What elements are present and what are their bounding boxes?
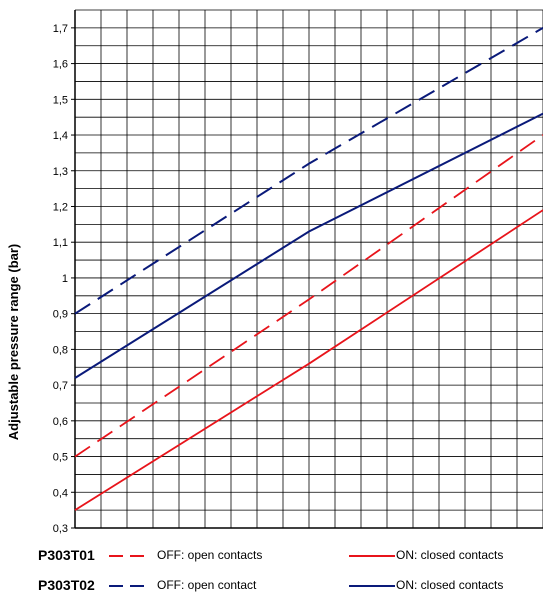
y-tick-label: 1,2: [53, 201, 68, 213]
series-line-p303t01-off: [74, 134, 543, 458]
legend-label: ON: closed contacts: [396, 548, 504, 562]
y-tick-label: 1,6: [53, 59, 68, 71]
legend-model-label: P303T02: [38, 577, 95, 593]
legend-row-p303t01: P303T01 OFF: open contacts ON: closed co…: [38, 546, 538, 566]
y-tick-label: 0,3: [53, 523, 68, 535]
y-tick-label: 1,1: [53, 237, 68, 249]
y-tick-label: 1: [62, 273, 68, 285]
y-tick-label: 0,8: [53, 344, 68, 356]
y-tick-label: 1,4: [53, 130, 68, 142]
y-tick-label: 0,7: [53, 380, 68, 392]
legend-label: OFF: open contacts: [157, 548, 263, 562]
y-tick-label: 0,6: [53, 416, 68, 428]
pressure-chart: 0,3 0,4 0,5 0,6 0,7 0,8 0,9 1 1,1 1,2 1,3 1,4 1,5 1,6…: [6, 9, 543, 535]
legend-swatch-solid: [349, 585, 395, 587]
y-tick-labels: 0,3 0,4 0,5 0,6 0,7 0,8 0,9 1 1,1 1,2 1,3 1,4 1,5 1,6…: [53, 23, 75, 535]
y-tick-label: 1,3: [53, 166, 68, 178]
legend-swatch-dashed: [109, 585, 151, 587]
legend-model-label: P303T01: [38, 547, 95, 563]
y-tick-label: 1,7: [53, 23, 68, 35]
chart-axes: [74, 10, 543, 529]
y-tick-label: 0,4: [53, 487, 68, 499]
legend-swatch-dashed: [109, 555, 151, 557]
legend-swatch-solid: [349, 555, 395, 557]
chart-series: [74, 27, 543, 511]
legend-row-p303t02: P303T02 OFF: open contact ON: closed con…: [38, 576, 538, 596]
legend-label: OFF: open contact: [157, 578, 257, 592]
y-tick-label: 0,5: [53, 452, 68, 464]
series-line-p303t01-on: [74, 209, 543, 511]
legend-label: ON: closed contacts: [396, 578, 504, 592]
y-axis-label: Adjustable pressure range (bar): [6, 244, 21, 441]
series-line-p303t02-on: [74, 112, 543, 379]
y-tick-label: 0,9: [53, 309, 68, 321]
series-line-p303t02-off: [74, 27, 543, 315]
y-tick-label: 1,5: [53, 94, 68, 106]
